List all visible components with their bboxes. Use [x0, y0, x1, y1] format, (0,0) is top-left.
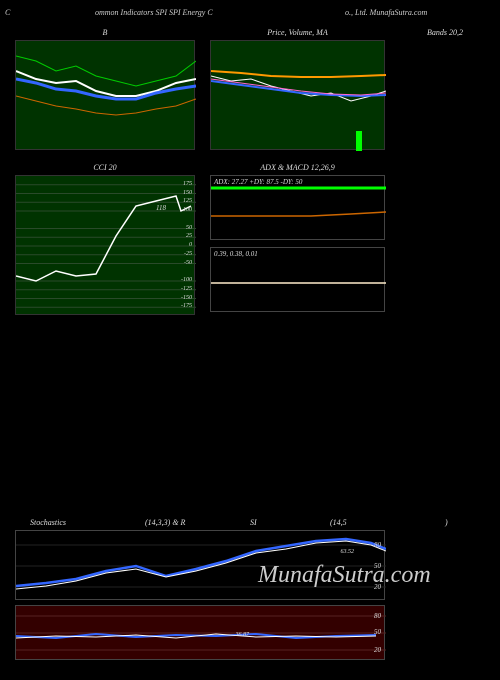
- chart-bands-title: Bands 20,2: [400, 28, 490, 37]
- chart-stochastics: 63.52 80 50 20: [15, 530, 385, 600]
- stoch-title-si: SI: [250, 518, 257, 527]
- rsi-20: 20: [374, 646, 381, 654]
- chart-stoch-svg: [16, 531, 386, 601]
- chart-cci: 118 -175-150-125-100-50-2502550100125150…: [15, 175, 195, 315]
- stoch-title-left: Stochastics: [30, 518, 66, 527]
- stoch-title-right: (14,3,3) & R: [145, 518, 185, 527]
- chart-rsi: 36.87 80 50 20: [15, 605, 385, 660]
- header-center: ommon Indicators SPI SPI Energy C: [95, 8, 213, 17]
- rsi-value: 36.87: [236, 632, 250, 638]
- stoch-50: 50: [374, 562, 381, 570]
- chart-price-title: Price, Volume, MA: [210, 28, 385, 37]
- header-left: C: [5, 8, 10, 17]
- header-right: o., Ltd. MunafaSutra.com: [345, 8, 427, 17]
- chart-macd: 0.39, 0.38, 0.01: [210, 247, 385, 312]
- stoch-80: 80: [374, 541, 381, 549]
- chart-price-svg: [211, 41, 386, 151]
- rsi-80: 80: [374, 612, 381, 620]
- cci-value-label: 118: [156, 204, 166, 212]
- stoch-20: 20: [374, 583, 381, 591]
- adx-text: ADX: 27.27 +DY: 87.5 -DY: 50: [214, 178, 302, 186]
- chart-adx-title: ADX & MACD 12,26,9: [210, 163, 385, 172]
- chart-price: [210, 40, 385, 150]
- chart-b-svg: [16, 41, 196, 151]
- chart-b: [15, 40, 195, 150]
- stoch-title-params: (14,5: [330, 518, 347, 527]
- stoch-value: 63.52: [341, 549, 355, 555]
- stoch-title-close: ): [445, 518, 448, 527]
- chart-b-title: B: [15, 28, 195, 37]
- chart-cci-title: CCI 20: [15, 163, 195, 172]
- chart-rsi-svg: [16, 606, 386, 661]
- macd-text: 0.39, 0.38, 0.01: [214, 250, 258, 258]
- chart-adx: ADX: 27.27 +DY: 87.5 -DY: 50: [210, 175, 385, 240]
- chart-cci-svg: [16, 176, 196, 316]
- rsi-50: 50: [374, 628, 381, 636]
